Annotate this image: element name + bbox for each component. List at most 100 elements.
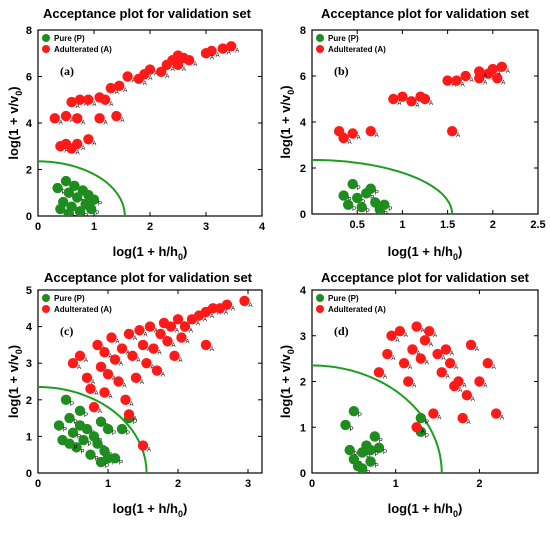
legend-marker (316, 305, 324, 313)
x-tick-label: 0 (35, 478, 41, 490)
x-tick-label: 0.5 (350, 219, 365, 231)
adulterated-point (373, 367, 385, 378)
pure-point (344, 444, 355, 456)
panel-3: Acceptance plot for validation set 0 1 2 0 1 2… (278, 270, 539, 519)
point-label: A (91, 380, 95, 386)
point-label: P (425, 420, 429, 426)
point-label: P (98, 202, 102, 208)
point-label: P (84, 213, 88, 219)
point-label: P (375, 464, 379, 470)
point-label: A (193, 62, 197, 68)
x-axis-label: log(1 + h/h0) (113, 244, 188, 262)
y-tick-label: 5 (26, 285, 32, 297)
adulterated-point (102, 368, 114, 380)
pure-point (92, 438, 103, 449)
point-label: A (81, 146, 85, 152)
adulterated-point (411, 321, 422, 332)
y-tick-label: 0 (26, 211, 32, 223)
point-label: P (379, 438, 383, 444)
point-label: A (483, 80, 487, 86)
adulterated-point (144, 321, 156, 332)
adulterated-point (453, 376, 464, 387)
pure-point (373, 442, 385, 454)
plot-frame (37, 289, 263, 474)
adulterated-point (106, 332, 117, 343)
pure-point (102, 423, 114, 435)
legend-entry: Adulterated (A) (328, 305, 386, 314)
point-label: P (133, 420, 137, 426)
point-label: A (92, 141, 96, 147)
pure-point (86, 203, 97, 215)
pure-point (365, 444, 376, 456)
adulterated-point (451, 75, 462, 86)
y-tick-label: 8 (300, 25, 306, 37)
adulterated-point (81, 372, 93, 384)
y-tick-label: 1 (26, 431, 32, 443)
point-label: A (81, 120, 85, 126)
point-label: P (88, 442, 92, 448)
y-tick-label: 1 (300, 422, 306, 434)
pure-point (69, 180, 80, 191)
adulterated-point (172, 59, 184, 71)
point-label: P (63, 427, 67, 433)
adulterated-point (492, 73, 503, 84)
point-label: A (109, 394, 113, 400)
adulterated-point (122, 71, 133, 82)
point-label: A (140, 380, 144, 386)
y-tick-label: 0 (26, 468, 32, 480)
adulterated-point (347, 128, 358, 139)
adulterated-point (411, 422, 422, 433)
point-label: P (375, 191, 379, 197)
point-label: A (429, 342, 433, 348)
adulterated-point (226, 41, 237, 52)
pure-point (60, 394, 72, 405)
adulterated-point (123, 409, 135, 420)
point-label: A (408, 365, 412, 371)
point-label: A (196, 321, 200, 327)
adulterated-point (162, 336, 173, 347)
adulterated-point (72, 138, 83, 150)
pure-point (88, 194, 100, 205)
point-label: P (105, 464, 109, 470)
y-tick-label: 8 (26, 25, 32, 37)
point-label: A (148, 76, 152, 82)
pure-point (63, 187, 74, 198)
chart-title: Acceptance plot for validation set (43, 6, 252, 21)
adulterated-point (60, 110, 72, 122)
adulterated-point (365, 126, 376, 137)
adulterated-point (123, 328, 135, 340)
adulterated-point (127, 350, 138, 362)
point-label: A (130, 402, 134, 408)
pure-point (63, 208, 74, 216)
adulterated-point (114, 80, 125, 92)
point-label: A (415, 103, 419, 109)
point-label: P (384, 211, 388, 217)
legend-marker (42, 45, 50, 53)
x-axis-label: log(1 + h/h0) (113, 501, 188, 519)
point-label: A (383, 374, 387, 380)
adulterated-point (83, 134, 94, 145)
y-tick-label: 4 (26, 322, 33, 334)
y-tick-label: 2 (300, 377, 306, 389)
x-tick-label: 1 (393, 478, 399, 490)
point-label: A (375, 133, 379, 139)
y-tick-label: 3 (300, 331, 306, 343)
point-label: A (175, 329, 179, 335)
legend-marker (42, 305, 50, 313)
y-tick-label: 3 (26, 358, 32, 370)
adulterated-point (141, 358, 152, 369)
pure-point (52, 182, 63, 194)
point-label: A (483, 73, 487, 79)
point-label: A (452, 83, 456, 89)
x-tick-label: 0 (35, 221, 41, 233)
point-label: A (172, 343, 176, 349)
point-label: A (506, 69, 510, 75)
point-label: A (425, 361, 429, 367)
point-label: A (147, 448, 151, 454)
adulterated-point (116, 343, 128, 354)
point-label: A (249, 303, 253, 309)
panel-1: Acceptance plot for validation set 0.5 1 1.… (278, 6, 546, 262)
point-label: A (216, 53, 220, 59)
pure-point (85, 449, 96, 460)
adulterated-point (398, 358, 410, 369)
